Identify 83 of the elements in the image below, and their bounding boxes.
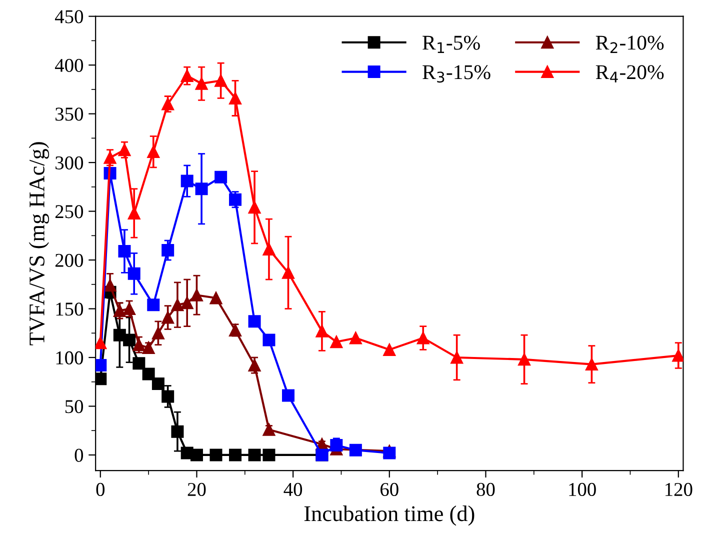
- point: [585, 358, 598, 371]
- point: [118, 144, 131, 156]
- x-tick-label: 60: [380, 482, 398, 496]
- point: [210, 292, 222, 304]
- x-axis-title: Incubation time (d): [304, 506, 474, 526]
- point: [195, 182, 208, 196]
- point: [171, 298, 184, 312]
- point: [229, 193, 242, 206]
- point: [162, 244, 174, 257]
- point: [383, 343, 396, 356]
- point: [229, 448, 242, 462]
- x-tick-label: 40: [284, 482, 302, 496]
- point: [316, 324, 328, 338]
- legend-label: R$_{4}$-20%: [596, 65, 664, 82]
- y-tick-label: 450: [54, 10, 84, 24]
- point: [190, 448, 203, 462]
- x-tick-label: 20: [188, 482, 206, 496]
- point: [262, 448, 276, 462]
- y-tick-label: 0: [74, 448, 84, 462]
- point: [96, 336, 107, 350]
- point: [180, 296, 194, 310]
- y-tick-label: 400: [54, 58, 84, 72]
- point: [248, 201, 261, 214]
- y-tick-label: 50: [65, 400, 84, 414]
- point: [118, 244, 131, 258]
- point: [195, 77, 208, 90]
- point: [147, 298, 160, 312]
- point: [96, 372, 107, 386]
- point: [180, 70, 194, 82]
- point: [416, 332, 430, 344]
- y-tick-label: 350: [56, 108, 84, 121]
- point: [152, 326, 164, 340]
- point: [96, 359, 107, 372]
- point: [282, 266, 294, 279]
- point: [214, 74, 228, 87]
- point: [162, 98, 174, 110]
- point: [229, 92, 242, 104]
- point: [162, 390, 174, 403]
- point: [330, 336, 343, 348]
- y-tick-label: 150: [56, 302, 84, 316]
- legend-label: R$_{2}$-10%: [596, 36, 664, 53]
- y-axis-title: TVFA/VS (mg HAc/g): [28, 142, 50, 346]
- point: [349, 444, 362, 456]
- point: [518, 353, 531, 366]
- y-tick-label: 200: [55, 254, 84, 267]
- point: [383, 446, 396, 460]
- point: [330, 438, 343, 452]
- point: [152, 378, 164, 390]
- legend-label: R$_{3}$-15%: [422, 65, 490, 83]
- point: [262, 334, 276, 346]
- y-tick-label: 300: [56, 156, 84, 170]
- point: [214, 170, 228, 184]
- point: [248, 448, 261, 462]
- point: [450, 351, 464, 364]
- x-tick-label: 80: [476, 482, 495, 496]
- point: [123, 334, 136, 346]
- point: [262, 243, 276, 256]
- y-tick-label: 100: [56, 351, 84, 364]
- point: [180, 174, 194, 188]
- point: [123, 302, 136, 315]
- point: [248, 359, 261, 372]
- point: [349, 332, 362, 344]
- point: [672, 349, 684, 362]
- x-tick-label: 100: [569, 482, 596, 496]
- point: [262, 423, 276, 436]
- point: [147, 146, 160, 158]
- point: [128, 267, 140, 280]
- legend-label: R$_{1}$-5%: [422, 36, 480, 53]
- point: [210, 448, 222, 462]
- point: [190, 288, 203, 302]
- point: [248, 315, 261, 328]
- point: [162, 311, 174, 324]
- point: [171, 425, 184, 438]
- x-tick-label: 0: [96, 482, 105, 496]
- point: [104, 151, 116, 164]
- point: [132, 357, 146, 370]
- point: [282, 389, 294, 402]
- point: [104, 279, 116, 292]
- point: [142, 368, 155, 380]
- point: [132, 338, 146, 352]
- y-tick-label: 250: [55, 205, 84, 218]
- x-tick-label: 120: [666, 482, 692, 496]
- point: [229, 324, 242, 336]
